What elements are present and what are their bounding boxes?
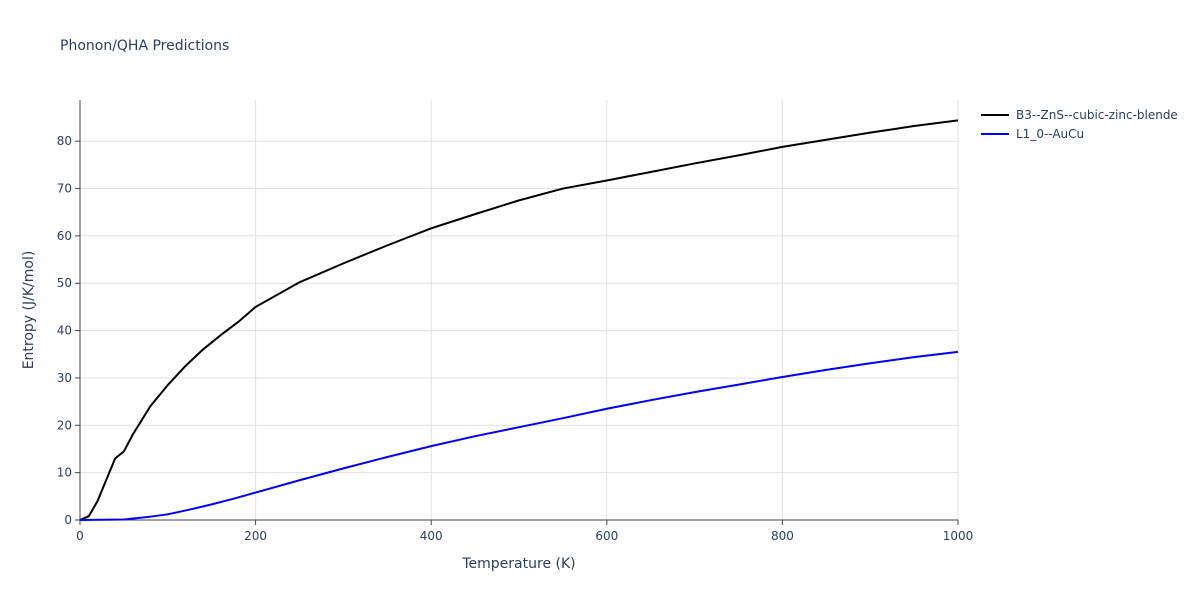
legend-label: B3--ZnS--cubic-zinc-blende [1016,108,1178,122]
x-axis-title: Temperature (K) [461,556,575,572]
y-tick-label: 30 [57,371,72,385]
y-tick-label: 40 [57,324,72,338]
legend-label: L1_0--AuCu [1016,127,1084,141]
x-tick-label: 1000 [943,529,974,543]
y-tick-label: 20 [57,418,72,432]
y-tick-label: 50 [57,276,72,290]
series-line [79,350,959,521]
x-tick-label: 800 [771,529,794,543]
x-tick-label: 400 [420,529,443,543]
chart-title: Phonon/QHA Predictions [60,38,229,54]
series-line [79,119,959,521]
y-tick-label: 80 [57,134,72,148]
y-tick-label: 0 [64,513,72,527]
y-tick-label: 70 [57,182,72,196]
y-tick-label: 60 [57,229,72,243]
x-tick-label: 0 [76,529,84,543]
x-tick-label: 200 [244,529,267,543]
x-tick-label: 600 [595,529,618,543]
y-axis-title: Entropy (J/K/mol) [21,251,37,370]
y-tick-label: 10 [57,466,72,480]
